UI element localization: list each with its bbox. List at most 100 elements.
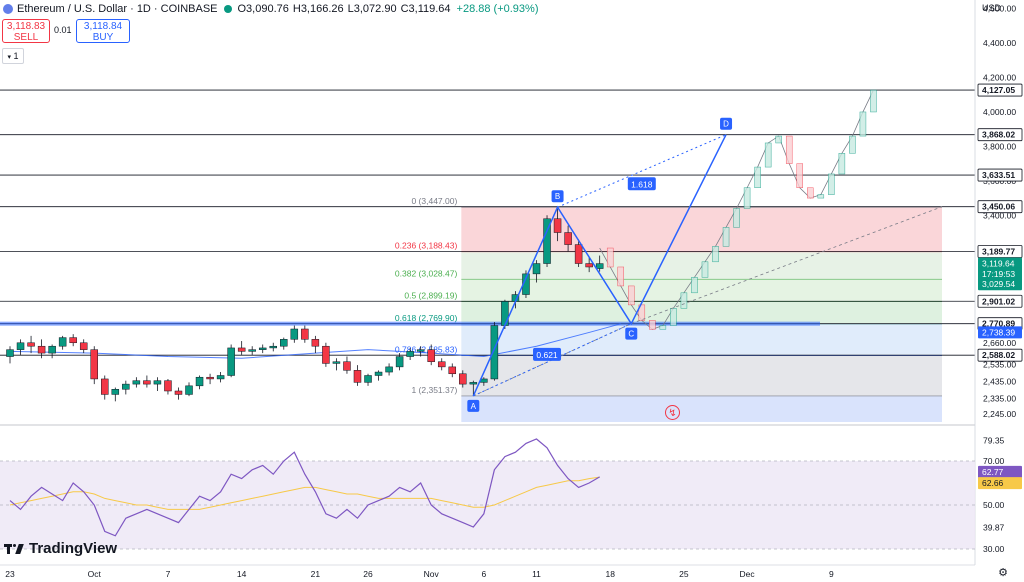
- price-badge: [977, 83, 1023, 97]
- candle: [353, 370, 362, 383]
- price-badge: [977, 128, 1023, 142]
- time-tick-label: 11: [532, 569, 541, 579]
- projected-candle: [859, 111, 867, 137]
- pattern-point-label: D: [723, 120, 729, 129]
- time-tick-label: Oct: [88, 569, 102, 579]
- ohlc-open: O3,090.76: [237, 2, 289, 15]
- projected-candle: [691, 277, 698, 294]
- candle: [322, 345, 330, 364]
- lightning-icon[interactable]: ↯: [665, 405, 680, 420]
- projected-candle: [617, 266, 624, 287]
- candle: [395, 356, 404, 368]
- price-badge-label: 3,119.64: [982, 259, 1015, 269]
- fib-level-label: 0.5 (2,899.19): [404, 291, 457, 301]
- projected-candle: [849, 135, 856, 154]
- price-tick-label: 4,400.00: [983, 38, 1016, 48]
- currency-label[interactable]: USD: [982, 3, 1002, 13]
- tradingview-logo: TradingView: [4, 540, 117, 557]
- projected-candle: [796, 163, 803, 188]
- ohlc-high: H3,166.26: [292, 2, 344, 15]
- time-tick-label: 9: [829, 569, 834, 579]
- projected-candle: [733, 208, 740, 228]
- projected-candle: [680, 292, 688, 309]
- sell-price: 3,118.83: [6, 21, 46, 32]
- price-tick-label: 3,800.00: [983, 141, 1016, 151]
- buy-price: 3,118.84: [83, 21, 123, 32]
- support-band: [0, 321, 820, 326]
- candle: [101, 378, 109, 395]
- price-badge: [978, 278, 1022, 291]
- candle: [448, 366, 457, 375]
- price-badge: [978, 326, 1022, 339]
- projected-candle: [754, 166, 761, 188]
- fib-zone: [461, 251, 942, 280]
- sell-button[interactable]: 3,118.83 SELL: [2, 19, 50, 43]
- fib-level-label: 0.236 (3,188.43): [395, 241, 458, 251]
- candle: [164, 380, 172, 392]
- candle: [153, 380, 162, 385]
- price-badge-label: 3,189.77: [982, 247, 1015, 257]
- candle: [16, 342, 25, 350]
- pattern-point-marker: [720, 117, 733, 130]
- time-tick-label: Dec: [740, 569, 756, 579]
- rsi-badge: [978, 477, 1022, 490]
- buy-label: BUY: [92, 32, 114, 43]
- fib-level-label: 0.618 (2,769.90): [395, 313, 458, 323]
- gear-icon[interactable]: ⚙: [998, 567, 1008, 579]
- ohlc-low: L3,072.90: [347, 2, 397, 15]
- rsi-badge-label: 62.77: [982, 467, 1004, 477]
- symbol-title[interactable]: Ethereum / U.S. Dollar · 1D · COINBASE: [17, 2, 218, 15]
- candle: [332, 361, 341, 364]
- fib-zone: [461, 301, 942, 324]
- projected-candle: [870, 89, 877, 113]
- pattern-point-label: B: [555, 192, 560, 201]
- projected-candle: [807, 187, 814, 199]
- spread-value: 0.01: [54, 25, 72, 35]
- time-tick-label: 21: [311, 569, 321, 579]
- price-tick-label: 2,335.00: [983, 394, 1016, 404]
- projected-candle: [701, 261, 709, 278]
- time-tick-label: 14: [237, 569, 247, 579]
- price-badge-label: 4,127.05: [982, 85, 1015, 95]
- projected-candle: [828, 173, 835, 195]
- candle: [248, 349, 256, 352]
- time-tick-label: Nov: [424, 569, 440, 579]
- candle: [216, 375, 225, 380]
- lot-size-value: 1: [13, 51, 19, 61]
- candle: [269, 345, 277, 349]
- candle: [280, 339, 288, 347]
- harmonic-pattern-line: [472, 134, 727, 397]
- pattern-point-label: A: [471, 402, 477, 411]
- price-tick-label: 4,600.00: [983, 4, 1016, 14]
- ohlc-close: C3,119.64: [400, 2, 451, 15]
- rsi-tick-label: 30.00: [983, 544, 1005, 554]
- candle: [490, 325, 499, 380]
- lot-size-selector[interactable]: ▾ 1: [2, 48, 24, 64]
- candle: [58, 337, 67, 347]
- price-badge-label: 3,633.51: [982, 170, 1015, 180]
- candle: [90, 349, 98, 380]
- time-tick-label: 6: [481, 569, 486, 579]
- projected-candle: [649, 320, 656, 330]
- candle: [595, 263, 604, 269]
- fib-zone-bottom: [461, 395, 942, 422]
- projected-candle: [670, 308, 677, 326]
- candle: [111, 389, 120, 395]
- time-tick-label: 18: [605, 569, 615, 579]
- candle: [290, 328, 299, 340]
- tradingview-logo-icon: [4, 543, 24, 554]
- bd-ratio-line: [557, 134, 727, 208]
- buy-button[interactable]: 3,118.84 BUY: [76, 19, 130, 43]
- price-tick-label: 2,435.00: [983, 377, 1016, 387]
- candle: [206, 376, 214, 380]
- pattern-point-label: C: [628, 330, 634, 339]
- projected-candle: [722, 227, 730, 247]
- candle: [227, 347, 235, 376]
- projected-candle: [817, 194, 825, 199]
- pattern-point-marker: [467, 399, 480, 412]
- price-change: +28.88 (+0.93%): [456, 2, 539, 15]
- pattern-point-marker: [625, 327, 638, 340]
- chevron-down-icon: ▾: [7, 54, 11, 61]
- price-badge: [977, 245, 1023, 258]
